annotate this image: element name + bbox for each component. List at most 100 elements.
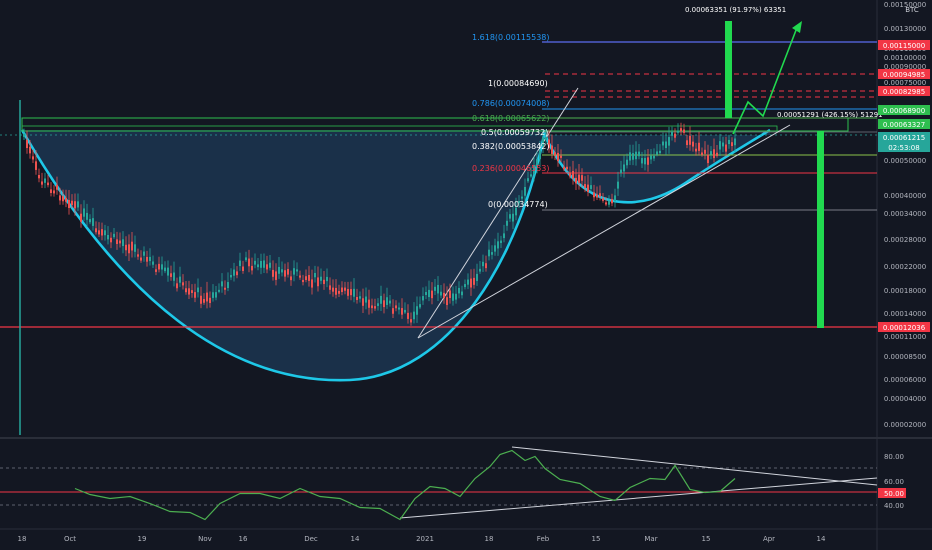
candle-body — [707, 154, 709, 164]
candle-body — [431, 290, 433, 299]
candle-body — [170, 273, 172, 277]
time-axis[interactable]: 18 Oct 19 Nov 16 Dec 14 2021 18 Feb 15 Mar 15 Apr 14 — [18, 535, 826, 543]
candle-body — [89, 219, 91, 223]
candle-body — [491, 252, 493, 255]
candle-body — [209, 297, 211, 304]
candle-body — [437, 284, 439, 294]
candle-body — [482, 261, 484, 267]
candle-body — [734, 138, 736, 146]
candle-body — [320, 276, 322, 281]
candle-body — [263, 260, 265, 268]
rsi-tick-label: 80.00 — [884, 453, 904, 461]
price-tick-label: 0.00075000 — [884, 79, 926, 87]
candle-body — [686, 140, 688, 146]
time-tick-label: 2021 — [416, 535, 434, 543]
candle-body — [236, 271, 238, 276]
rsi-trend-lower — [399, 477, 878, 519]
candle-body — [128, 244, 130, 254]
candle-body — [533, 165, 535, 175]
fib-level-label: 1.618(0.00115538) — [472, 33, 550, 42]
time-tick-label: Dec — [304, 535, 318, 543]
candle-body — [662, 141, 664, 146]
candle-body — [581, 175, 583, 181]
candle-body — [362, 298, 364, 306]
candle-body — [593, 192, 595, 198]
candle-body — [80, 213, 82, 222]
price-tag-bg — [878, 105, 930, 115]
candle-body — [398, 307, 400, 310]
candle-body — [272, 269, 274, 277]
candle-body — [275, 271, 277, 280]
candle-body — [668, 137, 670, 146]
candle-body — [302, 279, 304, 283]
price-tick-label: 0.00008500 — [884, 353, 926, 361]
candle-body — [224, 287, 226, 290]
candle-body — [428, 289, 430, 298]
candle-body — [305, 276, 307, 280]
candle-body — [311, 279, 313, 288]
candle-body — [467, 279, 469, 285]
price-tick-label: 0.00004000 — [884, 395, 926, 403]
price-tag-label: 0.00115000 — [883, 42, 925, 50]
candle-body — [260, 260, 262, 268]
candle-body — [659, 150, 661, 154]
candle-body — [35, 161, 37, 170]
candle-body — [443, 292, 445, 299]
candle-body — [179, 276, 181, 283]
candle-body — [452, 293, 454, 301]
time-tick-label: 18 — [18, 535, 27, 543]
candle-body — [143, 251, 145, 256]
candle-body — [728, 139, 730, 145]
candle-body — [113, 233, 115, 238]
candle-body — [635, 151, 637, 160]
candle-body — [251, 265, 253, 271]
price-tick-label: 0.00090000 — [884, 63, 926, 71]
candle-body — [620, 169, 622, 174]
price-tag-label: 0.00012036 — [883, 324, 926, 332]
fib-level-label: 0(0.00034774) — [488, 200, 548, 209]
price-tick-label: 0.00018000 — [884, 287, 926, 295]
rsi-tick-label: 60.00 — [884, 478, 904, 486]
candle-body — [323, 279, 325, 284]
candle-body — [341, 287, 343, 293]
candle-body — [710, 151, 712, 155]
candle-body — [716, 152, 718, 156]
candle-body — [41, 181, 43, 185]
time-tick-label: Oct — [64, 535, 76, 543]
candle-body — [308, 274, 310, 281]
price-tag-bg — [878, 322, 930, 332]
candle-body — [395, 305, 397, 309]
rsi-tick-label: 40.00 — [884, 502, 904, 510]
candle-body — [95, 228, 97, 233]
price-tag-label: 0.00068900 — [883, 107, 925, 115]
rsi-trend-upper — [511, 446, 878, 486]
candle-body — [140, 257, 142, 261]
candle-body — [713, 149, 715, 159]
candle-body — [497, 241, 499, 249]
measure-bar-right — [817, 131, 824, 328]
candle-body — [539, 150, 541, 160]
price-tag-label: 0.00094985 — [883, 71, 925, 79]
candle-body — [536, 159, 538, 168]
fib-level-label: 0.618(0.00065622) — [472, 114, 550, 123]
candle-body — [494, 245, 496, 252]
rsi-axis[interactable]: 80.00 60.00 50.00 40.00 — [878, 453, 906, 510]
candle-body — [470, 278, 472, 288]
candle-body — [65, 197, 67, 202]
candle-body — [149, 256, 151, 262]
fib-labels: 1.618(0.00115538) 1(0.00084690) 0.786(0.00… — [472, 33, 550, 209]
candle-body — [71, 200, 73, 206]
candle-body — [296, 269, 298, 272]
time-tick-label: 19 — [138, 535, 147, 543]
candle-body — [599, 193, 601, 197]
candle-body — [62, 196, 64, 202]
candle-body — [248, 258, 250, 267]
candle-body — [626, 159, 628, 166]
price-tag-bg — [878, 119, 930, 129]
price-axis[interactable]: 0.00150000 0.00130000 0.00115000 0.00100000… — [884, 1, 926, 429]
candle-body — [356, 297, 358, 301]
candle-body — [146, 256, 148, 262]
candle-body — [689, 135, 691, 145]
candle-body — [488, 249, 490, 257]
